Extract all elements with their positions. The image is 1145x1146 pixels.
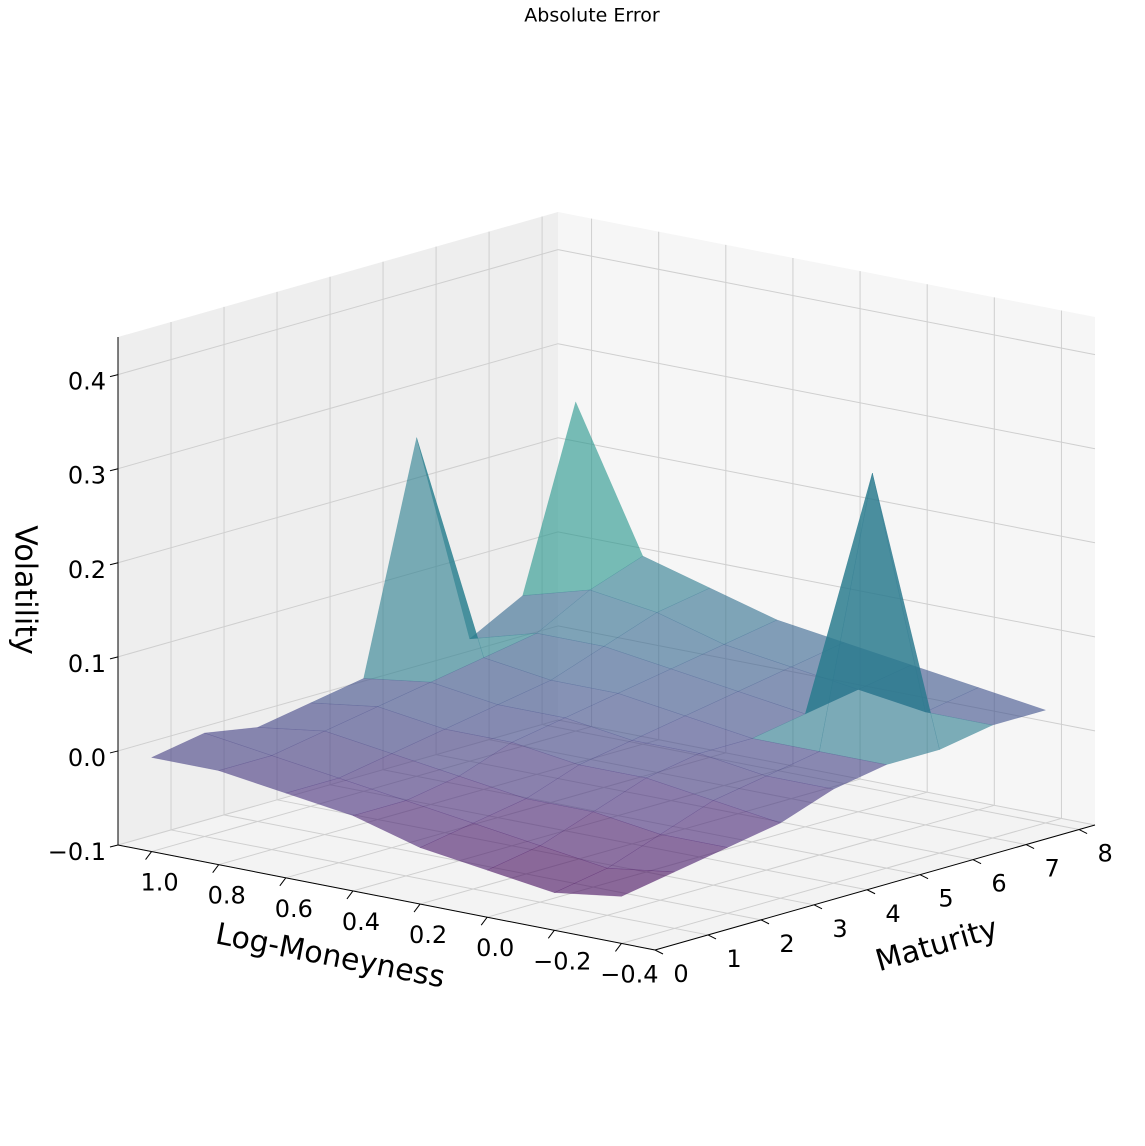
surface-patch	[472, 798, 594, 846]
z-tick	[109, 656, 119, 660]
axis-line	[654, 824, 1096, 951]
y-tick-label: 4	[885, 900, 900, 928]
y-tick-label: 5	[938, 885, 953, 913]
grid-line	[117, 249, 559, 376]
y-tick	[919, 874, 929, 880]
z-tick-label: 0.4	[68, 368, 106, 396]
x-tick	[547, 930, 555, 939]
y-tick-label: 8	[1097, 840, 1112, 868]
x-tick	[279, 877, 287, 887]
y-tick-label: 6	[991, 870, 1006, 898]
grid-line	[557, 343, 1096, 450]
y-tick-label: 1	[726, 945, 741, 973]
surface-patch	[554, 867, 675, 897]
y-tick	[654, 949, 664, 955]
grid-line	[117, 437, 559, 564]
x-tick-label: 0.4	[342, 908, 380, 936]
z-tick	[109, 750, 119, 754]
y-tick-label: 2	[779, 930, 794, 958]
x-tick	[145, 851, 152, 860]
z-tick	[109, 844, 119, 848]
y-tick-label: 3	[832, 915, 847, 943]
x-tick	[413, 903, 421, 913]
axis-line	[117, 844, 656, 951]
x-tick-label: 1.0	[140, 869, 178, 897]
z-tick-label: 0.0	[68, 744, 106, 772]
z-tick-label: 0.2	[68, 556, 106, 584]
y-tick	[1025, 844, 1035, 850]
grid-line	[557, 249, 1096, 356]
grid-line	[117, 531, 559, 658]
grid-line	[554, 804, 995, 931]
x-tick-label: 0.0	[476, 934, 514, 962]
y-tick-label: 7	[1044, 855, 1059, 883]
z-tick-label: −0.1	[48, 838, 106, 866]
x-tick-label: 0.2	[409, 921, 447, 949]
y-tick	[972, 859, 982, 865]
z-tick-label: 0.3	[68, 462, 106, 490]
y-tick	[866, 889, 876, 895]
grid-line	[117, 343, 559, 470]
x-tick-label: 0.8	[208, 882, 246, 910]
grid-line	[621, 817, 1062, 944]
z-axis-label: Volatility	[8, 525, 43, 655]
z-tick-label: 0.1	[68, 650, 106, 678]
x-tick-label: −0.4	[600, 960, 658, 988]
z-tick	[109, 562, 119, 566]
grid-line	[557, 531, 1096, 638]
x-tick	[346, 890, 354, 900]
x-tick	[212, 864, 220, 873]
x-tick	[615, 943, 622, 952]
y-tick	[813, 904, 823, 910]
grid-line	[557, 437, 1096, 544]
chart-title: Absolute Error	[524, 5, 660, 27]
y-tick	[1078, 829, 1088, 834]
x-tick	[480, 916, 488, 926]
z-tick	[109, 374, 119, 378]
z-tick	[109, 468, 119, 472]
y-tick-label: 0	[673, 960, 688, 988]
grid-line	[170, 829, 709, 936]
x-tick-label: 0.6	[275, 895, 313, 923]
y-tick	[760, 919, 770, 925]
x-tick-label: −0.2	[533, 947, 591, 975]
y-tick	[707, 934, 717, 940]
